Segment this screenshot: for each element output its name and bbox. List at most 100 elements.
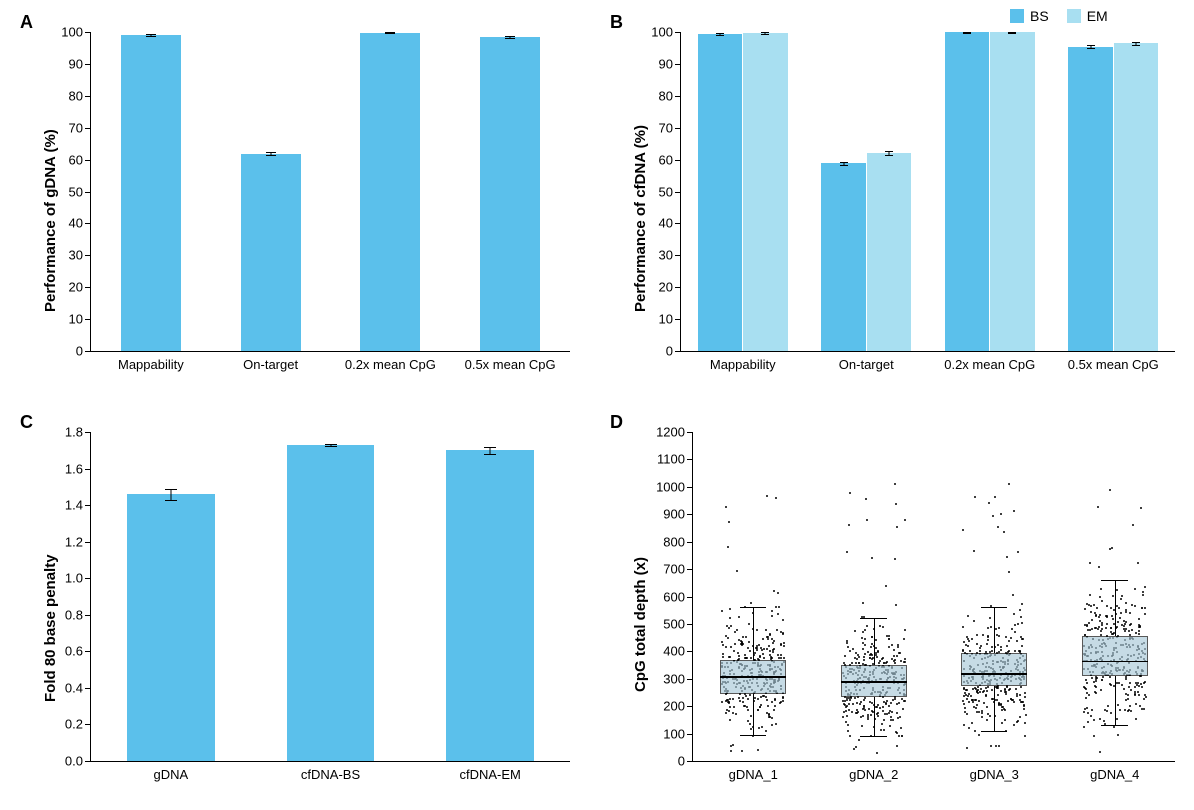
ytick-label: 1.8 — [65, 425, 91, 440]
bar — [241, 154, 301, 351]
bar — [990, 32, 1034, 351]
ytick-label: 1000 — [656, 479, 693, 494]
ytick-label: 100 — [61, 25, 91, 40]
panel-b-label: B — [610, 12, 623, 33]
ytick-label: 1.4 — [65, 498, 91, 513]
ytick-label: 90 — [659, 56, 681, 71]
bar — [287, 445, 375, 761]
ytick-label: 0.4 — [65, 680, 91, 695]
ytick-label: 1.6 — [65, 461, 91, 476]
xtick-label: gDNA_2 — [849, 761, 898, 782]
xtick-label: On-target — [839, 351, 894, 372]
ytick-label: 80 — [659, 88, 681, 103]
panel-d-plot: 0100200300400500600700800900100011001200… — [692, 432, 1175, 762]
ytick-label: 40 — [659, 216, 681, 231]
ytick-label: 50 — [69, 184, 91, 199]
bar — [1068, 47, 1112, 351]
ytick-label: 50 — [659, 184, 681, 199]
ytick-label: 0.6 — [65, 644, 91, 659]
bar — [945, 32, 989, 351]
ytick-label: 500 — [663, 616, 693, 631]
panel-c: C Fold 80 base penalty 0.00.20.40.60.81.… — [20, 412, 580, 802]
panel-a: A Performance of gDNA (%) 01020304050607… — [20, 12, 580, 392]
ytick-label: 30 — [69, 248, 91, 263]
legend-swatch-bs — [1010, 9, 1024, 23]
xtick-label: 0.5x mean CpG — [465, 351, 556, 372]
ytick-label: 90 — [69, 56, 91, 71]
xtick-label: 0.5x mean CpG — [1068, 351, 1159, 372]
ytick-label: 0.8 — [65, 607, 91, 622]
bar — [446, 450, 534, 761]
ytick-label: 10 — [659, 312, 681, 327]
bar — [121, 35, 181, 351]
figure: A Performance of gDNA (%) 01020304050607… — [0, 0, 1194, 810]
box — [1082, 636, 1148, 676]
ytick-label: 1.2 — [65, 534, 91, 549]
bar — [867, 153, 911, 351]
ytick-label: 0 — [678, 754, 693, 769]
ytick-label: 1.0 — [65, 571, 91, 586]
panel-d-label: D — [610, 412, 623, 433]
panel-c-ylabel: Fold 80 base penalty — [42, 554, 59, 702]
ytick-label: 100 — [651, 25, 681, 40]
xtick-label: Mappability — [118, 351, 184, 372]
ytick-label: 300 — [663, 671, 693, 686]
ytick-label: 80 — [69, 88, 91, 103]
panel-c-plot: 0.00.20.40.60.81.01.21.41.61.8gDNAcfDNA-… — [90, 432, 570, 762]
xtick-label: gDNA_3 — [970, 761, 1019, 782]
xtick-label: gDNA_1 — [729, 761, 778, 782]
xtick-label: gDNA_4 — [1090, 761, 1139, 782]
panel-d: D CpG total depth (x) 010020030040050060… — [610, 412, 1185, 802]
ytick-label: 600 — [663, 589, 693, 604]
ytick-label: 0 — [76, 344, 91, 359]
ytick-label: 400 — [663, 644, 693, 659]
xtick-label: cfDNA-EM — [459, 761, 520, 782]
ytick-label: 40 — [69, 216, 91, 231]
ytick-label: 60 — [659, 152, 681, 167]
bar — [1114, 43, 1158, 351]
bar — [127, 494, 215, 761]
ytick-label: 70 — [659, 120, 681, 135]
panel-a-ylabel: Performance of gDNA (%) — [42, 129, 59, 312]
ytick-label: 60 — [69, 152, 91, 167]
panel-b: B BS EM Performance of cfDNA (%) 0102030… — [610, 12, 1185, 392]
ytick-label: 10 — [69, 312, 91, 327]
bar — [743, 33, 787, 351]
bar — [821, 163, 865, 351]
legend-item-em: EM — [1067, 8, 1108, 24]
xtick-label: gDNA — [153, 761, 188, 782]
xtick-label: 0.2x mean CpG — [944, 351, 1035, 372]
panel-a-plot: 0102030405060708090100MappabilityOn-targ… — [90, 32, 570, 352]
xtick-label: 0.2x mean CpG — [345, 351, 436, 372]
ytick-label: 100 — [663, 726, 693, 741]
ytick-label: 30 — [659, 248, 681, 263]
ytick-label: 700 — [663, 562, 693, 577]
xtick-label: On-target — [243, 351, 298, 372]
ytick-label: 1200 — [656, 425, 693, 440]
ytick-label: 20 — [659, 280, 681, 295]
legend-label-em: EM — [1087, 8, 1108, 24]
bar — [698, 34, 742, 351]
ytick-label: 1100 — [657, 452, 693, 467]
ytick-label: 0.0 — [65, 754, 91, 769]
legend-label-bs: BS — [1030, 8, 1049, 24]
panel-b-ylabel: Performance of cfDNA (%) — [632, 125, 649, 312]
panel-a-label: A — [20, 12, 33, 33]
ytick-label: 20 — [69, 280, 91, 295]
ytick-label: 0.2 — [65, 717, 91, 732]
bar — [480, 37, 540, 351]
legend-item-bs: BS — [1010, 8, 1049, 24]
ytick-label: 0 — [666, 344, 681, 359]
ytick-label: 70 — [69, 120, 91, 135]
panel-d-ylabel: CpG total depth (x) — [632, 557, 649, 692]
bar — [360, 33, 420, 351]
ytick-label: 900 — [663, 507, 693, 522]
box — [961, 653, 1027, 686]
panel-c-label: C — [20, 412, 33, 433]
legend: BS EM — [1010, 8, 1108, 24]
ytick-label: 800 — [663, 534, 693, 549]
xtick-label: Mappability — [710, 351, 776, 372]
xtick-label: cfDNA-BS — [301, 761, 360, 782]
panel-b-plot: 0102030405060708090100MappabilityOn-targ… — [680, 32, 1175, 352]
ytick-label: 200 — [663, 699, 693, 714]
